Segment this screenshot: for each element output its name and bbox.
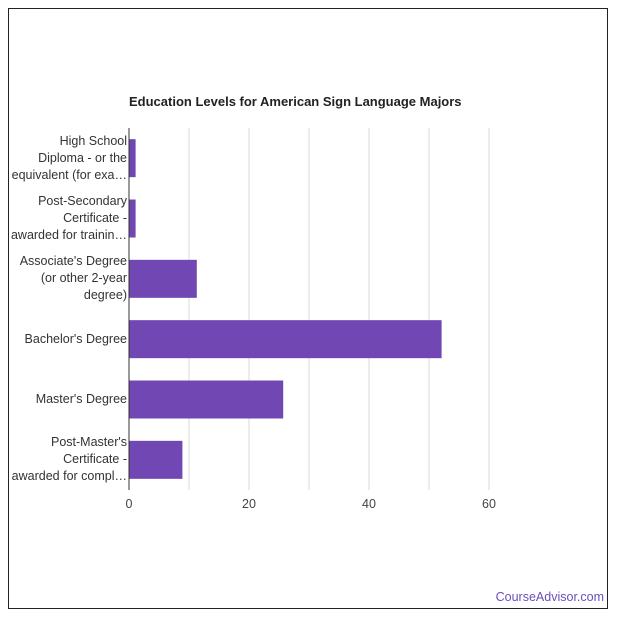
bar[interactable] [129,139,136,178]
bar[interactable] [129,380,284,419]
x-tick-label: 20 [242,497,256,511]
bar[interactable] [129,440,183,479]
x-tick-label: 40 [362,497,376,511]
courseadvisor-watermark[interactable]: CourseAdvisor.com [495,590,604,604]
x-tick-label: 0 [126,497,133,511]
category-label: High School Diploma - or the equivalent (f… [11,133,127,182]
bar[interactable] [129,199,136,238]
x-tick-label: 60 [482,497,496,511]
bar[interactable] [129,259,197,298]
category-label: Bachelor's Degree [24,331,127,346]
bar[interactable] [129,320,442,359]
chart-frame [8,8,608,609]
category-label: Master's Degree [35,392,127,406]
category-label: Post-Master's Certificate - awarded for co… [11,435,127,484]
chart-title: Education Levels for American Sign Langu… [129,94,462,109]
category-label: Associate's Degree (or other 2-year degree… [19,254,127,303]
category-label: Post-Secondary Certificate - awarded for t… [10,194,127,242]
